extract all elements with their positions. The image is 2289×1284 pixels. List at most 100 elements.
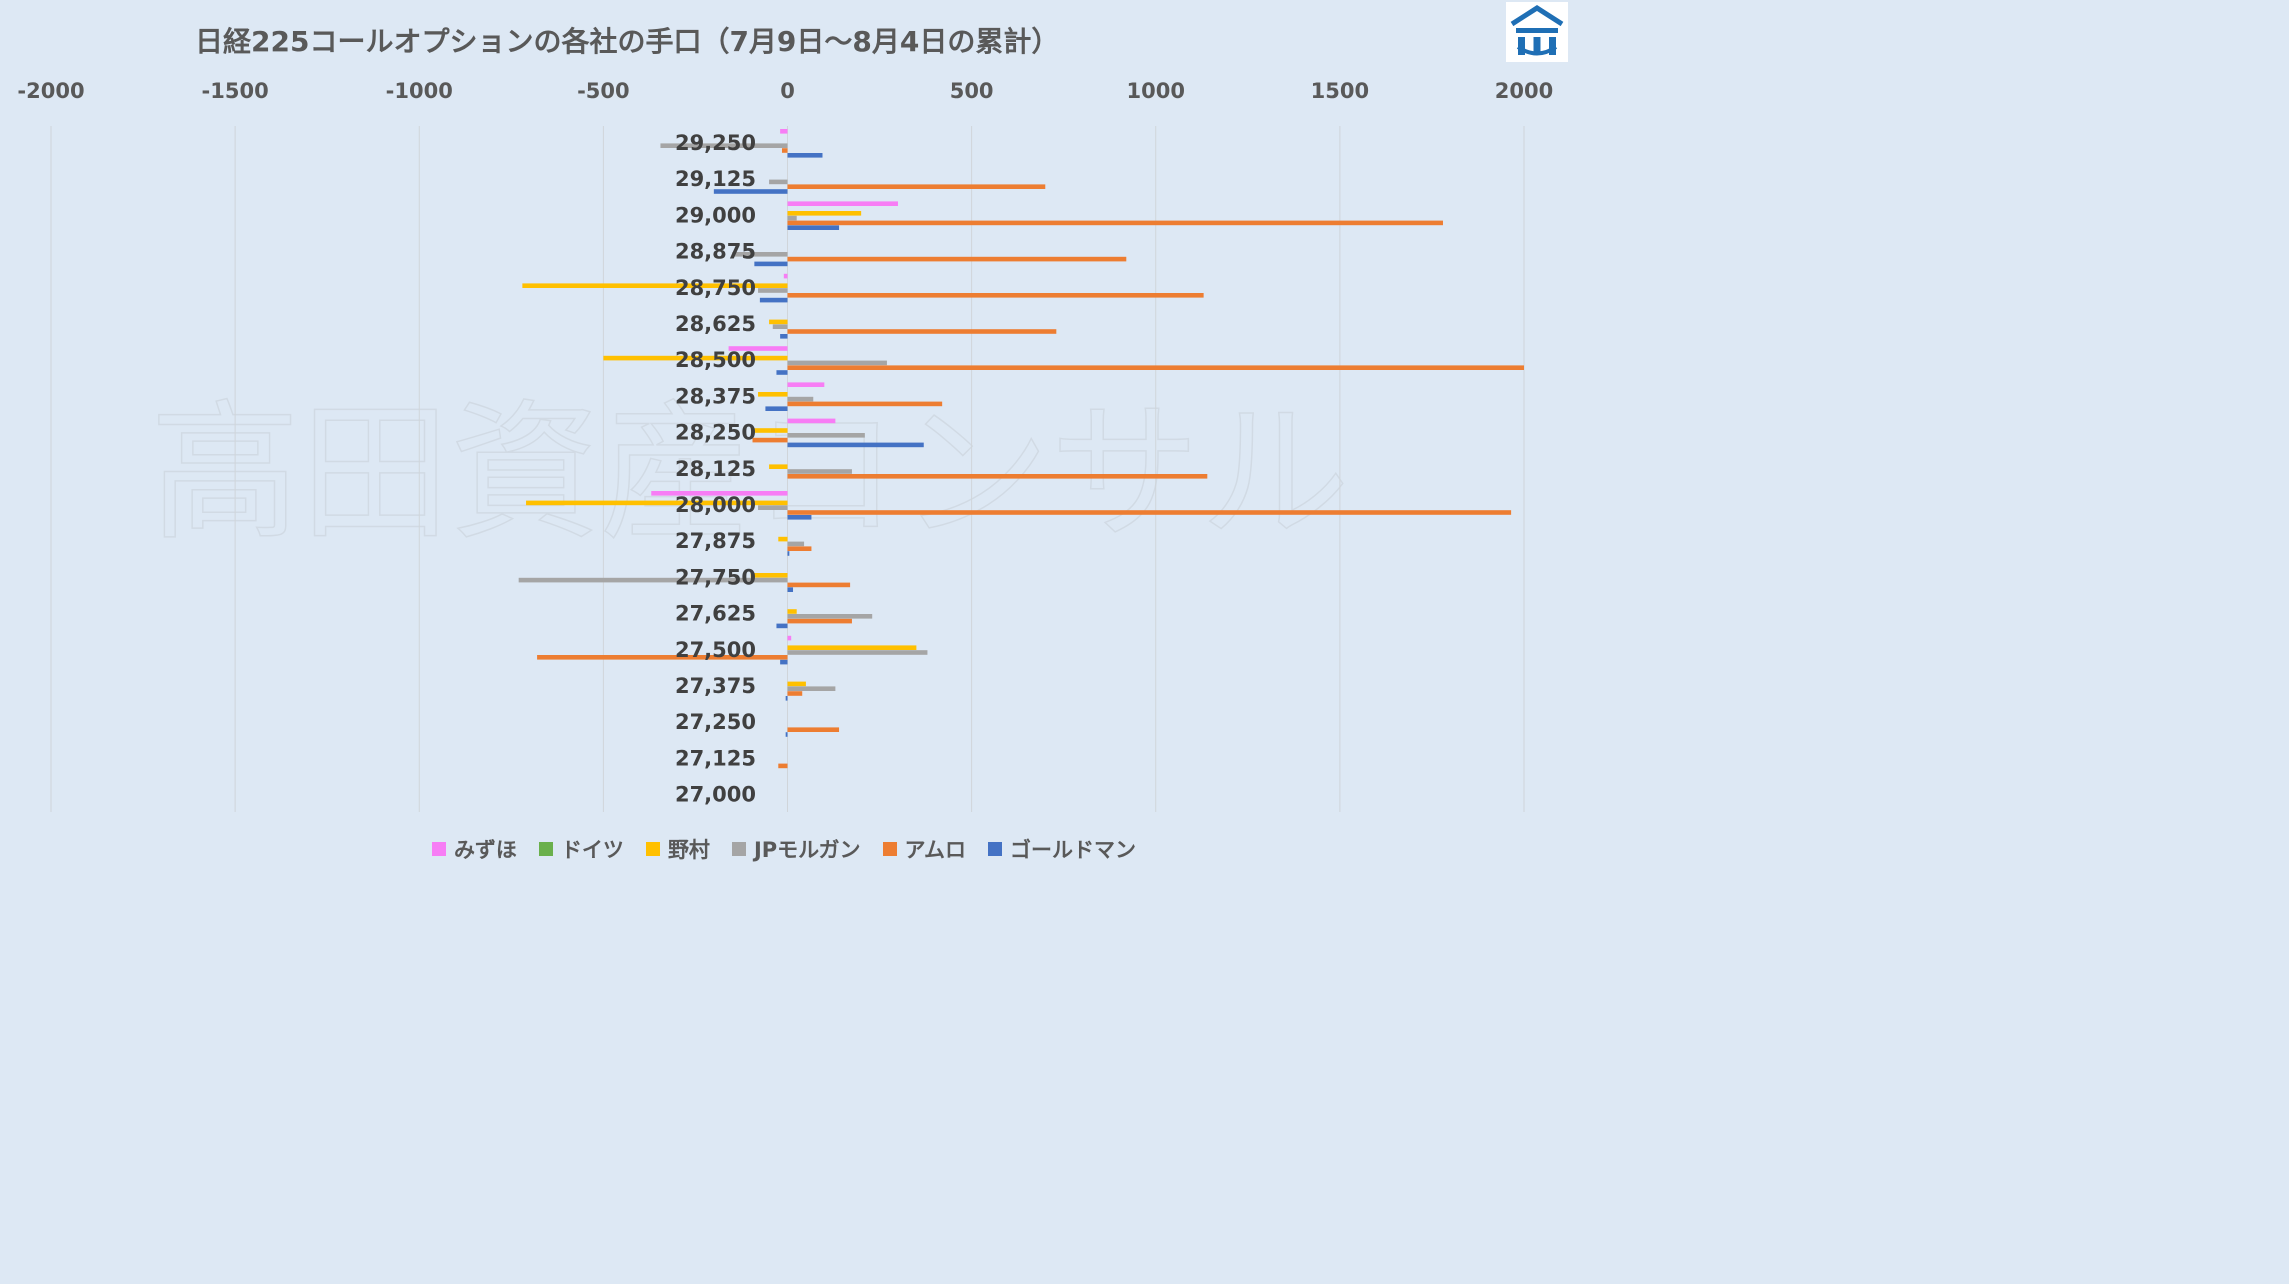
y-tick-label: 27,750: [675, 565, 756, 589]
bar-ゴールドマン: [785, 696, 788, 701]
bar-ゴールドマン: [787, 551, 790, 556]
bar-みずほ: [780, 129, 788, 134]
bar-アムロ: [787, 510, 1512, 515]
y-tick-label: 29,125: [675, 167, 756, 191]
y-tick-label: 28,125: [675, 457, 756, 481]
bar-JPモルガン: [660, 143, 788, 148]
y-tick-label: 27,625: [675, 602, 756, 626]
bar-JPモルガン: [787, 433, 865, 438]
legend-swatch: [431, 842, 446, 856]
bar-みずほ: [651, 491, 788, 496]
bar-JPモルガン: [772, 324, 788, 329]
x-tick-label: -1500: [202, 79, 269, 103]
x-tick-label: -2000: [17, 79, 84, 103]
y-tick-label: 27,125: [675, 746, 756, 770]
x-tick-label: 500: [950, 79, 994, 103]
bar-JPモルガン: [787, 686, 836, 691]
x-tick-label: 1500: [1311, 79, 1369, 103]
bar-ゴールドマン: [759, 297, 788, 303]
bar-野村: [758, 392, 788, 397]
bar-ゴールドマン: [776, 623, 788, 629]
y-tick-label: 28,750: [675, 276, 756, 300]
y-tick-label: 28,375: [675, 384, 756, 408]
bar-野村: [769, 464, 788, 469]
bar-アムロ: [787, 401, 943, 407]
bar-野村: [769, 319, 788, 325]
bar-野村: [787, 609, 797, 614]
bar-JPモルガン: [787, 541, 805, 547]
bar-みずほ: [728, 346, 788, 351]
bar-野村: [750, 573, 788, 578]
bar-アムロ: [787, 365, 1524, 370]
bar-アムロ: [787, 220, 1443, 226]
y-tick-label: 27,500: [675, 638, 756, 662]
bar-JPモルガン: [732, 252, 788, 257]
bar-JPモルガン: [769, 179, 788, 185]
bar-野村: [754, 428, 788, 433]
y-tick-label: 27,250: [675, 710, 756, 734]
bar-野村: [526, 500, 788, 506]
bar-JPモルガン: [787, 650, 928, 655]
bar-JPモルガン: [787, 396, 814, 402]
legend-label: アムロ: [904, 838, 967, 862]
bar-アムロ: [787, 691, 803, 696]
bar-アムロ: [787, 293, 1204, 298]
legend-swatch: [988, 842, 1003, 856]
bar-アムロ: [787, 546, 812, 551]
bar-アムロ: [537, 655, 788, 660]
chart-area: 高田資産コンサル -2000 -1500 -1000 -500 0 500 1000 1500 2…: [0, 0, 1568, 880]
y-tick-label: 27,375: [675, 674, 756, 698]
y-tick-label: 28,000: [675, 493, 756, 517]
bar-JPモルガン: [787, 469, 852, 474]
x-tick-label: -500: [577, 79, 630, 103]
bar-JPモルガン: [787, 360, 887, 366]
legend-swatch: [645, 842, 660, 856]
y-tick-label: 29,000: [675, 203, 756, 227]
bar-野村: [787, 681, 806, 687]
bar-ゴールドマン: [787, 153, 823, 158]
bar-JPモルガン: [787, 215, 797, 221]
bar-野村: [787, 211, 862, 216]
bar-JPモルガン: [787, 614, 873, 619]
bar-ゴールドマン: [785, 732, 788, 737]
bar-アムロ: [787, 329, 1057, 334]
bar-野村: [603, 355, 788, 361]
bar-アムロ: [787, 618, 852, 624]
bar-アムロ: [778, 763, 788, 769]
bar-みずほ: [787, 635, 792, 641]
legend-label: JPモルガン: [753, 838, 861, 862]
bar-アムロ: [787, 474, 1208, 479]
bar-ゴールドマン: [780, 659, 788, 665]
bar-ゴールドマン: [787, 225, 840, 230]
y-tick-label: 27,000: [675, 783, 756, 807]
bar-ゴールドマン: [787, 587, 794, 592]
bar-ゴールドマン: [713, 189, 788, 194]
y-tick-label: 28,875: [675, 240, 756, 264]
bar-みずほ: [787, 201, 898, 206]
x-tick-label: 0: [780, 79, 795, 103]
bar-アムロ: [787, 582, 851, 588]
chart-legend: みずほ ドイツ 野村 JPモルガン アムロ ゴールドマン: [0, 834, 1568, 864]
bar-みずほ: [783, 273, 788, 279]
bar-アムロ: [787, 727, 840, 732]
legend-swatch: [538, 842, 553, 856]
legend-swatch: [731, 842, 746, 856]
bar-みずほ: [787, 418, 836, 424]
bar-アムロ: [752, 437, 788, 443]
y-tick-label: 29,250: [675, 131, 756, 155]
bar-野村: [787, 645, 917, 650]
legend-label: ゴールドマン: [1010, 838, 1137, 862]
y-tick-label: 28,625: [675, 312, 756, 336]
bar-ゴールドマン: [787, 515, 812, 520]
legend-label: みずほ: [453, 838, 517, 862]
legend-label: 野村: [667, 838, 710, 862]
y-tick-label: 28,500: [675, 348, 756, 372]
bar-ゴールドマン: [754, 261, 788, 267]
bar-JPモルガン: [758, 288, 788, 293]
chart-title: 日経225コールオプションの各社の手口（7月9日～8月4日の累計）: [195, 25, 1060, 58]
bar-アムロ: [781, 148, 788, 153]
legend-label: ドイツ: [560, 838, 624, 862]
x-tick-label: 2000: [1495, 79, 1553, 103]
chart-plot: 高田資産コンサル-2000 -1500 -1000 -500 0 500 1000 1500 2…: [17, 79, 1553, 812]
legend-item: JPモルガン: [731, 834, 861, 864]
